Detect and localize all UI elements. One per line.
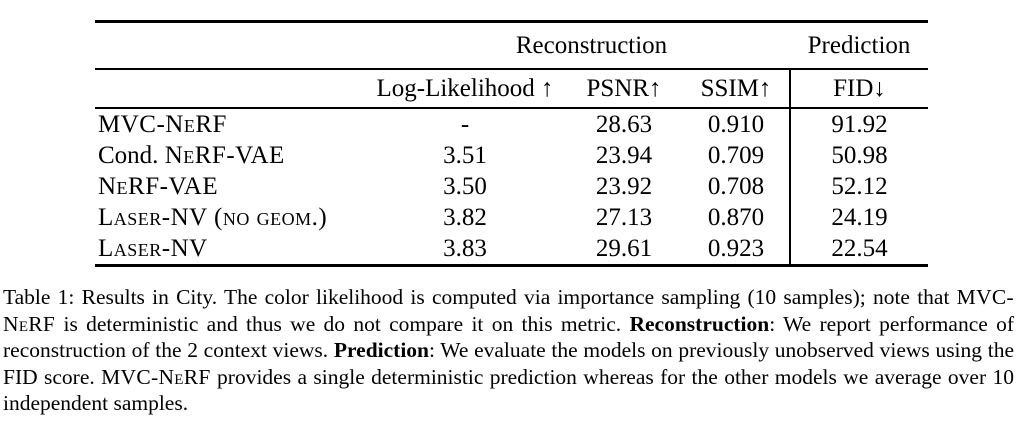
- table-row-laser-nv: Laser-NV 3.83 29.61 0.923 22.54: [95, 233, 928, 266]
- cell-psnr: 29.61: [595, 234, 653, 262]
- cell-log-likelihood: 3.50: [443, 172, 487, 200]
- column-header-ssim: SSIM↑: [683, 69, 792, 109]
- cell-psnr: 23.92: [595, 172, 653, 200]
- cell-log-likelihood: 3.82: [443, 203, 487, 231]
- results-table: Reconstruction Prediction Log-Likelihood…: [95, 20, 929, 267]
- model-name: Laser-NV: [98, 234, 208, 262]
- caption-segment: MVC-NeRF: [101, 364, 211, 389]
- cell-ssim: 0.910: [683, 108, 792, 140]
- caption-segment: Table 1: Results in City. The color like…: [3, 285, 957, 309]
- table-row-nerf-vae: NeRF-VAE 3.50 23.92 0.708 52.12: [95, 171, 928, 202]
- cell-fid: 91.92: [831, 110, 888, 138]
- empty-corner-cell: [95, 21, 365, 70]
- column-header-row: Log-Likelihood ↑ PSNR↑ SSIM↑ FID↓: [95, 69, 929, 109]
- cell-ssim: 0.870: [683, 202, 792, 233]
- column-header-log-likelihood: Log-Likelihood ↑: [365, 69, 565, 109]
- model-name: NeRF-VAE: [98, 172, 219, 200]
- model-name: MVC-NeRF: [98, 110, 227, 138]
- caption-segment: provides a single deterministic predicti…: [3, 364, 1014, 416]
- table-row-laser-nv-no-geom: Laser-NV (no geom.) 3.82 27.13 0.870 24.…: [95, 202, 928, 233]
- cell-log-likelihood: -: [460, 110, 470, 138]
- cell-fid: 24.19: [831, 203, 888, 231]
- cell-fid: 50.98: [831, 141, 888, 169]
- caption-segment: is deterministic and thus we do not comp…: [55, 311, 630, 336]
- group-header-prediction: Prediction: [790, 21, 929, 70]
- group-header-reconstruction: Reconstruction: [365, 21, 791, 70]
- model-name: Cond. NeRF-VAE: [98, 141, 285, 169]
- cell-ssim: 0.709: [683, 140, 792, 171]
- column-header-psnr: PSNR↑: [565, 69, 683, 109]
- cell-log-likelihood: 3.83: [443, 234, 487, 262]
- caption-segment: : We evaluate the models on previously u…: [3, 338, 1014, 389]
- cell-psnr: 28.63: [595, 110, 653, 138]
- caption-segment: : We report performance of reconstructio…: [3, 311, 1014, 363]
- table-row-cond-nerf-vae: Cond. NeRF-VAE 3.51 23.94 0.709 50.98: [95, 140, 928, 171]
- table-row-mvc-nerf: MVC-NeRF - 28.63 0.910 91.92: [95, 108, 928, 140]
- column-header-fid: FID↓: [790, 69, 929, 109]
- group-header-row: Reconstruction Prediction: [95, 21, 929, 70]
- cell-fid: 22.54: [831, 234, 888, 262]
- caption-segment: Reconstruction: [629, 311, 770, 336]
- caption-segment: Prediction: [333, 338, 430, 363]
- model-name: Laser-NV (no geom.): [98, 203, 328, 231]
- cell-ssim: 0.708: [683, 171, 792, 202]
- cell-ssim: 0.923: [683, 233, 792, 266]
- cell-fid: 52.12: [831, 172, 888, 200]
- cell-log-likelihood: 3.51: [443, 141, 487, 169]
- caption-segment: MVC-NeRF: [3, 285, 1014, 336]
- cell-psnr: 23.94: [595, 141, 653, 169]
- table-caption: Table 1: Results in City. The color like…: [3, 284, 1014, 417]
- empty-corner-cell: [95, 69, 365, 109]
- cell-psnr: 27.13: [595, 203, 653, 231]
